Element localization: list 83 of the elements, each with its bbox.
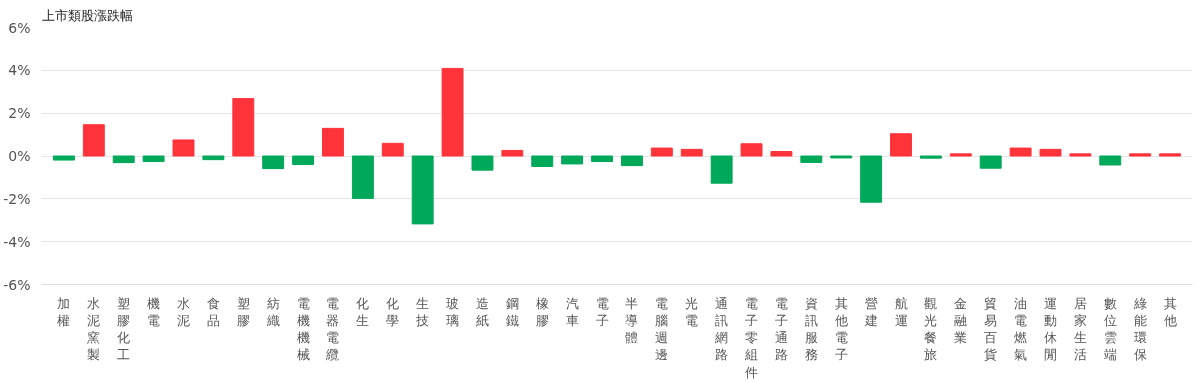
- bar: [411, 155, 434, 225]
- x-tick-label: 通訊網路: [714, 295, 729, 363]
- bar: [232, 98, 255, 157]
- bar: [591, 155, 614, 163]
- y-tick-label: 0%: [8, 148, 31, 164]
- bar: [1159, 153, 1182, 157]
- x-tick-label: 食品: [206, 295, 220, 328]
- bar: [979, 155, 1002, 169]
- y-tick-label: 2%: [8, 105, 31, 122]
- x-tick-label: 橡膠: [535, 295, 549, 328]
- y-tick-label: -6%: [3, 276, 31, 293]
- x-tick-label: 營建: [863, 295, 878, 328]
- bar: [561, 155, 584, 165]
- bar: [112, 155, 135, 164]
- bar: [172, 139, 195, 157]
- x-tick-label: 綠能環保: [1132, 295, 1147, 363]
- y-tick-label: -4%: [3, 233, 31, 250]
- x-tick-label: 油電燃氣: [1014, 295, 1028, 363]
- x-tick-label: 汽車: [565, 295, 579, 328]
- bar: [1009, 147, 1032, 157]
- x-tick-label: 鋼鐵: [505, 295, 519, 328]
- bar: [860, 155, 883, 203]
- x-tick-label: 電腦週邊: [655, 295, 669, 363]
- x-tick-label: 電器電纜: [325, 295, 340, 363]
- bar: [740, 143, 763, 157]
- x-tick-label: 其他電子: [834, 295, 848, 363]
- x-tick-label: 半導體: [625, 295, 639, 345]
- bar: [650, 147, 673, 157]
- x-tick-label: 資訊服務: [804, 295, 818, 363]
- x-tick-label: 電子零組件: [744, 295, 759, 380]
- x-tick-label: 航運: [894, 295, 908, 328]
- y-tick-label: 6%: [8, 19, 31, 36]
- x-tick-label: 光電: [685, 295, 699, 328]
- x-tick-label: 化學: [386, 295, 400, 328]
- bar: [322, 127, 344, 157]
- bar: [680, 148, 703, 157]
- x-tick-label: 金融業: [954, 295, 968, 345]
- x-tick-label: 電子通路: [774, 295, 788, 363]
- bar: [501, 149, 524, 157]
- x-tick-label: 運動休閒: [1043, 295, 1057, 363]
- x-tick-label: 水泥: [177, 295, 191, 328]
- bar: [202, 155, 225, 161]
- bar: [800, 155, 823, 163]
- x-tick-label: 化生: [356, 295, 370, 328]
- chart-title: 上市類股漲跌幅: [41, 7, 133, 23]
- x-tick-label: 其他: [1163, 295, 1177, 328]
- bar: [890, 133, 912, 157]
- bar: [770, 151, 793, 157]
- bar: [351, 155, 374, 199]
- bar: [1099, 155, 1122, 166]
- y-tick-label: -2%: [3, 190, 31, 207]
- x-tick-label: 紡織: [265, 295, 280, 328]
- bar: [1069, 153, 1092, 157]
- x-tick-label: 塑膠化工: [117, 295, 131, 363]
- x-tick-label: 機電: [147, 295, 161, 328]
- bar: [1129, 153, 1152, 157]
- bar: [292, 155, 315, 166]
- x-tick-label: 玻璃: [446, 295, 460, 328]
- bar: [471, 155, 494, 171]
- bar: [142, 155, 165, 163]
- bar: [949, 153, 972, 157]
- x-tick-label: 生技: [415, 295, 430, 328]
- bar: [710, 155, 733, 184]
- x-tick-label: 加權: [57, 295, 71, 328]
- bar: [531, 155, 554, 167]
- bar: [262, 155, 285, 170]
- bar: [82, 124, 105, 157]
- bar: [52, 155, 75, 161]
- bar: [441, 67, 464, 157]
- x-tick-label: 貿易百貨: [984, 295, 998, 363]
- x-tick-label: 居家生活: [1073, 295, 1087, 363]
- bar: [1039, 148, 1062, 157]
- x-tick-label: 水泥窯製: [87, 295, 101, 363]
- x-tick-label: 電機機械: [296, 295, 310, 363]
- y-tick-label: 4%: [8, 62, 31, 79]
- bar: [381, 142, 404, 157]
- bar: [620, 155, 643, 167]
- x-tick-label: 觀光餐旅: [924, 295, 938, 363]
- x-tick-label: 造紙: [475, 295, 489, 328]
- x-tick-label: 數位雲端: [1103, 295, 1117, 363]
- x-tick-label: 電子: [595, 295, 609, 328]
- bar: [919, 155, 942, 159]
- x-tick-label: 塑膠: [236, 295, 250, 328]
